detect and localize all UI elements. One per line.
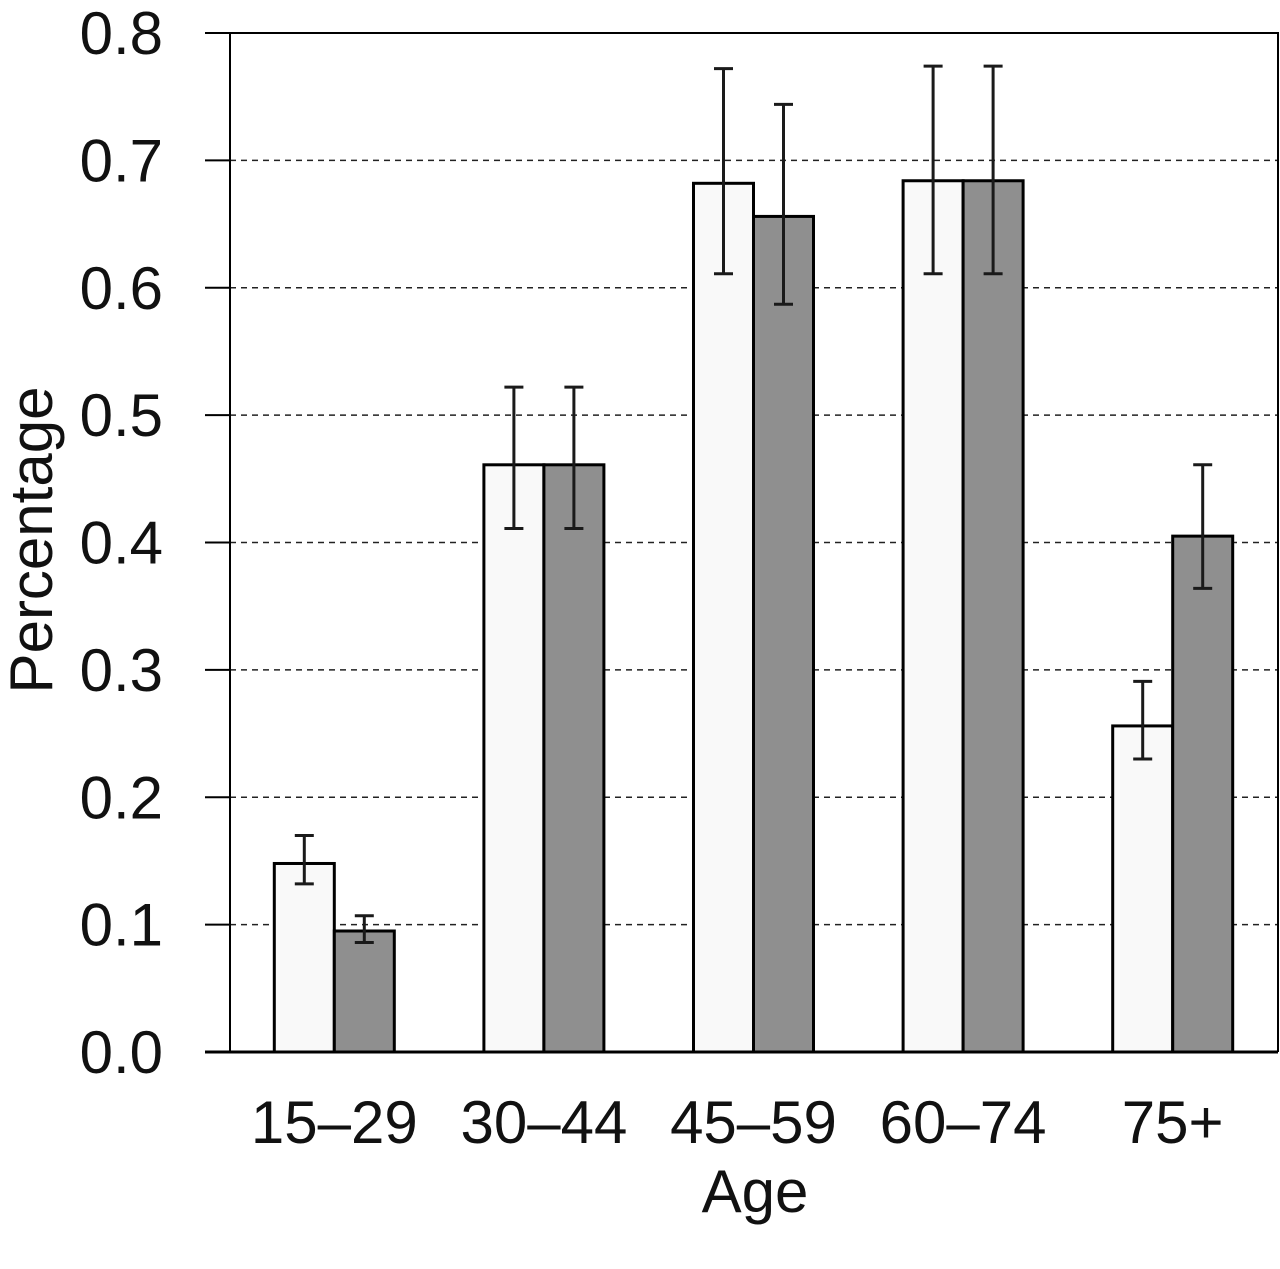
y-tick-label: 0.4: [80, 510, 163, 577]
x-axis-title: Age: [702, 1158, 809, 1225]
error-bar: [504, 385, 524, 530]
bar-1: [901, 179, 965, 1054]
bar-1: [692, 181, 755, 1054]
bar-2: [961, 179, 1025, 1054]
x-tick-label: 15–29: [251, 1089, 418, 1156]
error-bar: [774, 102, 793, 306]
bar-1: [482, 463, 546, 1054]
error-bar: [714, 67, 733, 276]
bar-2: [332, 929, 396, 1054]
y-tick-label: 0.5: [80, 382, 163, 449]
bar-2: [1171, 534, 1235, 1054]
error-bar: [983, 64, 1003, 276]
bar-1: [272, 861, 336, 1054]
y-tick-label: 0.6: [80, 255, 163, 322]
bar-2: [752, 214, 815, 1054]
bar-1: [1111, 724, 1175, 1054]
y-tick-label: 0.3: [80, 637, 163, 704]
bar-2: [542, 463, 606, 1054]
x-tick-label: 30–44: [460, 1089, 627, 1156]
y-tick-label: 0.1: [80, 892, 163, 959]
error-bar: [1193, 463, 1213, 590]
y-tick-label: 0.0: [80, 1019, 163, 1086]
error-bars: [294, 64, 1213, 944]
error-bar: [354, 914, 374, 944]
axes: 0.0 0.1 0.2 0.3 0.4 0.5 0.6 0.7 0.8 15–29 30–44 45–…: [80, 0, 1279, 1156]
x-tick-label: 75+: [1122, 1089, 1224, 1156]
plot-frame: [229, 32, 1279, 1052]
y-axis-title: Percentage: [0, 387, 65, 694]
bars: [272, 179, 1235, 1054]
y-tick-label: 0.8: [80, 0, 163, 67]
error-bar: [923, 64, 943, 276]
error-bar: [294, 833, 314, 886]
y-tick-label: 0.7: [80, 127, 163, 194]
x-tick-label: 45–59: [670, 1089, 837, 1156]
error-bar: [564, 385, 584, 530]
y-tick-label: 0.2: [80, 764, 163, 831]
error-bar: [1133, 679, 1153, 761]
gridlines: [230, 159, 1278, 926]
x-tick-label: 60–74: [880, 1089, 1047, 1156]
